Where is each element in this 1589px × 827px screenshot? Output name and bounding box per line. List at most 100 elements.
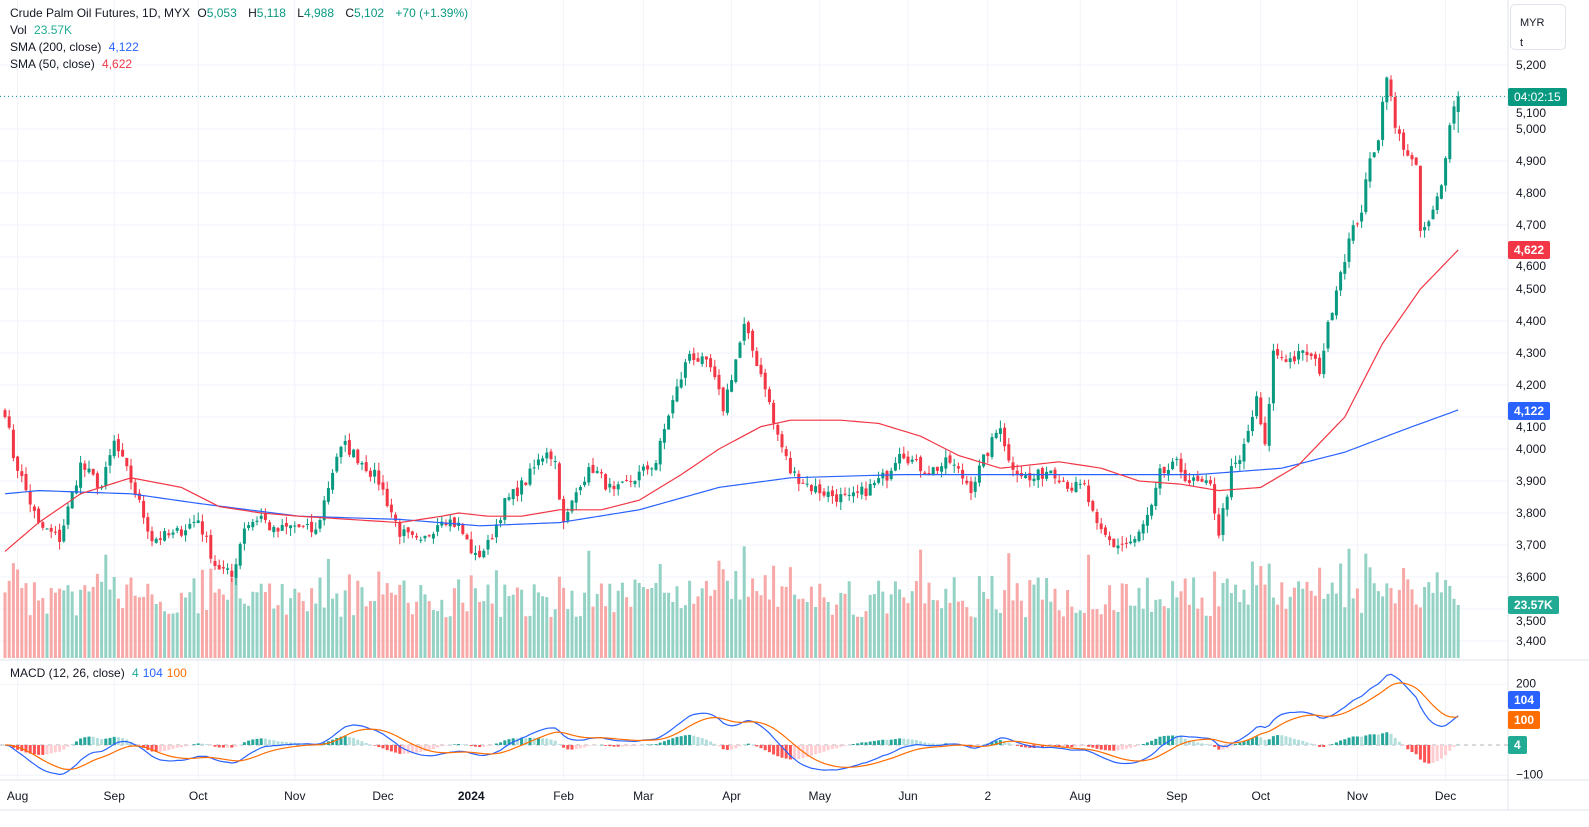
macd-hist-bar — [898, 738, 902, 745]
macd-hist-bar — [1158, 736, 1162, 745]
macd-hist-bar — [1192, 741, 1196, 745]
macd-hist-bar — [1368, 734, 1372, 745]
volume-bar — [318, 577, 322, 658]
macd-hist-bar — [478, 745, 482, 748]
macd-hist-bar — [1456, 743, 1460, 745]
volume-bar — [11, 563, 15, 658]
candle-body — [637, 471, 641, 481]
macd-hist-bar — [1355, 736, 1359, 745]
candle-body — [520, 480, 524, 495]
macd-hist-bar — [53, 745, 57, 753]
volume-bar — [608, 583, 612, 658]
price-tick-label: 4,600 — [1516, 259, 1546, 273]
currency-unit-button[interactable]: MYR t — [1510, 4, 1566, 50]
volume-bar — [230, 577, 234, 658]
macd-legend[interactable]: MACD (12, 26, close) 4 104 100 — [10, 665, 191, 682]
candle-body — [377, 470, 381, 485]
volume-legend[interactable]: Vol 23.57K — [10, 22, 76, 39]
candle-body — [746, 322, 750, 334]
macd-hist-bar — [860, 742, 864, 745]
sma200-legend[interactable]: SMA (200, close) 4,122 — [10, 39, 143, 56]
macd-hist-bar — [385, 745, 389, 751]
volume-bar — [507, 596, 511, 658]
time-tick-label: Oct — [189, 789, 208, 803]
candle-body — [751, 330, 755, 351]
price-tick-label: 4,000 — [1516, 442, 1546, 456]
volume-bar — [856, 616, 860, 658]
macd-hist-bar — [851, 744, 855, 745]
candle-body — [1045, 471, 1049, 479]
volume-bar — [860, 617, 864, 658]
time-tick-label: Aug — [7, 789, 28, 803]
candle-body — [326, 488, 330, 502]
macd-hist-bar — [1141, 743, 1145, 745]
macd-hist-bar — [1435, 745, 1439, 762]
macd-hist-bar — [1339, 740, 1343, 745]
candle-body — [528, 468, 532, 485]
volume-bar — [948, 602, 952, 658]
macd-hist-bar — [1452, 745, 1456, 747]
volume-bar — [1070, 606, 1074, 658]
high-label: H — [248, 6, 257, 20]
volume-bar — [536, 592, 540, 658]
macd-hist-bar — [629, 745, 633, 747]
candle-body — [1448, 125, 1452, 160]
volume-bar — [1175, 597, 1179, 658]
candle-body — [314, 529, 318, 534]
volume-bar — [238, 598, 242, 658]
macd-hist-bar — [1112, 745, 1116, 751]
volume-bar — [263, 592, 267, 658]
candle-body — [868, 484, 872, 496]
volume-bar — [16, 569, 20, 658]
candle-body — [1343, 262, 1347, 274]
candle-body — [944, 457, 948, 469]
time-tick-label: 2024 — [458, 789, 485, 803]
macd-hist-bar — [360, 741, 364, 745]
candle-body — [310, 521, 314, 533]
candle-body — [112, 440, 116, 457]
candle-body — [1309, 353, 1313, 356]
macd-hist-bar — [906, 739, 910, 745]
macd-hist-bar — [83, 737, 87, 745]
candle-body — [587, 467, 591, 483]
candle-body — [608, 483, 612, 488]
macd-hist-bar — [158, 745, 162, 752]
macd-hist-bar — [742, 744, 746, 745]
candle-body — [1120, 543, 1124, 545]
macd-line-value: 104 — [142, 666, 163, 680]
macd-hist-bar — [822, 745, 826, 752]
volume-bar — [797, 599, 801, 658]
candle-body — [179, 529, 183, 536]
volume-bar — [419, 585, 423, 658]
volume-bar — [1322, 598, 1326, 658]
macd-hist-bar — [175, 745, 179, 748]
candle-body — [1183, 469, 1187, 482]
volume-bar — [1376, 591, 1380, 658]
candle-body — [255, 520, 259, 522]
volume-bar — [776, 606, 780, 658]
candle-body — [788, 457, 792, 474]
volume-bar — [133, 595, 137, 658]
volume-bar — [494, 570, 498, 658]
candle-body — [171, 532, 175, 535]
macd-hist-bar — [1246, 739, 1250, 745]
sma50-legend[interactable]: SMA (50, close) 4,622 — [10, 56, 136, 73]
macd-hist-bar — [721, 745, 725, 750]
volume-bar — [1280, 582, 1284, 658]
candle-body — [196, 520, 200, 523]
volume-bar — [49, 588, 53, 658]
candle-body — [814, 486, 818, 493]
volume-bar — [965, 607, 969, 658]
macd-hist-bar — [604, 745, 608, 746]
macd-hist-bar — [805, 745, 809, 757]
volume-bar — [1166, 608, 1170, 658]
volume-bar — [373, 600, 377, 658]
macd-hist-bar — [1074, 745, 1078, 747]
candle-body — [1124, 542, 1128, 544]
candle-body — [490, 538, 494, 540]
volume-bar — [977, 576, 981, 658]
volume-bar — [255, 592, 259, 658]
macd-hist-bar — [1347, 737, 1351, 745]
macd-hist-bar — [465, 744, 469, 746]
